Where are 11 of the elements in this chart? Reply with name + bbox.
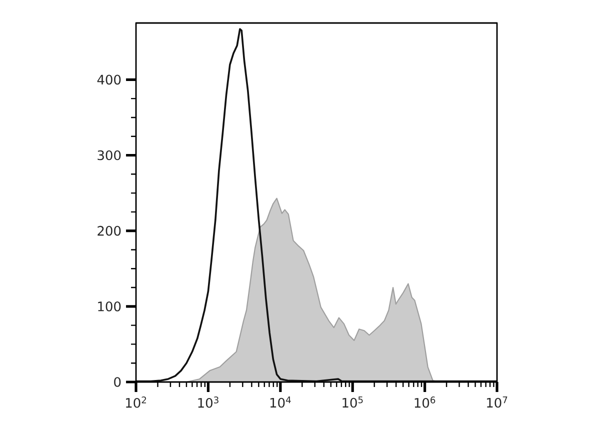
x-tick-label: 10$^{4}$ bbox=[270, 396, 291, 408]
y-tick-label: 400 bbox=[97, 74, 121, 85]
x-tick-label: 10$^{7}$ bbox=[487, 396, 508, 408]
y-tick-label: 300 bbox=[98, 150, 121, 160]
x-tick-label: 10$^{2}$ bbox=[126, 396, 146, 408]
x-tick-label: 10$^{3}$ bbox=[198, 396, 218, 408]
y-tick-label: 100 bbox=[98, 301, 121, 312]
x-tick-label: 10$^{6}$ bbox=[414, 396, 436, 408]
x-tick-label: 10$^{5}$ bbox=[342, 396, 363, 408]
y-tick-label: 200 bbox=[98, 226, 121, 236]
y-tick-label: 0 bbox=[114, 377, 121, 387]
